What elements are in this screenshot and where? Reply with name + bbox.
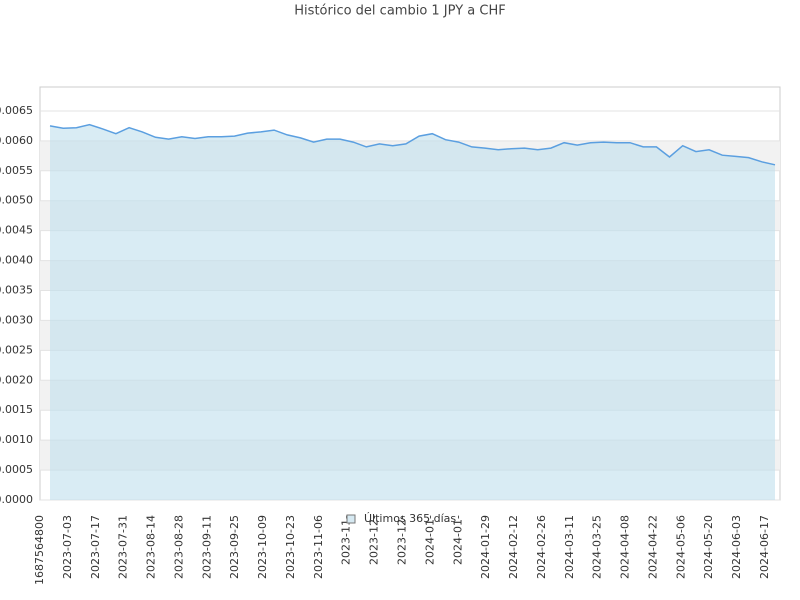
y-tick-label: 0.0065 <box>0 104 33 117</box>
x-tick-label: 2024-01- <box>451 515 464 565</box>
x-tick-label: 2023-12- <box>368 515 381 565</box>
x-tick-label: 2023-08-28 <box>172 515 185 579</box>
x-tick-label: 2024-06-17 <box>758 515 771 579</box>
y-tick-label: 0.0020 <box>0 373 33 386</box>
x-tick-label: 2023-11- <box>340 515 353 565</box>
y-tick-label: 0.0055 <box>0 164 33 177</box>
x-tick-label: 2024-01-29 <box>479 515 492 579</box>
y-tick-label: 0.0010 <box>0 433 33 446</box>
x-tick-label: 2024-04-22 <box>646 515 659 579</box>
y-tick-label: 0.0000 <box>0 493 33 506</box>
y-tick-label: 0.0050 <box>0 194 33 207</box>
x-tick-label: 2024-03-25 <box>591 515 604 579</box>
y-tick-label: 0.0005 <box>0 463 33 476</box>
x-tick-label: 2023-09-11 <box>200 515 213 579</box>
x-tick-label: 2024-03-11 <box>563 515 576 579</box>
x-tick-label: 2023-08-14 <box>145 515 158 579</box>
y-tick-label: 0.0030 <box>0 313 33 326</box>
chart-title: Histórico del cambio 1 JPY a CHF <box>294 4 505 19</box>
x-tick-label: 2023-07-31 <box>117 515 130 579</box>
x-tick-label: 2024-01- <box>423 515 436 565</box>
area <box>50 124 775 500</box>
x-tick-label: 2023-07-03 <box>61 515 74 579</box>
x-tick-label: 2024-05-06 <box>674 515 687 579</box>
legend-swatch <box>346 514 356 524</box>
line <box>49 123 776 166</box>
y-tick-label: 0.0060 <box>0 134 33 147</box>
y-tick-label: 0.0035 <box>0 284 33 297</box>
x-tick-label: 2023-10-23 <box>284 515 297 579</box>
x-tick-label: 2023-09-25 <box>228 515 241 579</box>
x-tick-label: 2023-12- <box>396 515 409 565</box>
x-tick-label: 2024-05-20 <box>702 515 715 579</box>
x-tick-label: 1687564800 <box>33 515 46 585</box>
x-tick-label: 2024-04-08 <box>619 515 632 579</box>
y-tick-label: 0.0015 <box>0 403 33 416</box>
y-tick-label: 0.0040 <box>0 254 33 267</box>
legend-label: Últimos 365 días <box>364 512 456 525</box>
x-tick-label: 2024-02-26 <box>535 515 548 579</box>
x-tick-label: 2023-07-17 <box>89 515 102 579</box>
x-tick-label: 2024-06-03 <box>730 515 743 579</box>
y-tick-label: 0.0025 <box>0 343 33 356</box>
y-tick-label: 0.0045 <box>0 224 33 237</box>
x-tick-label: 2024-02-12 <box>507 515 520 579</box>
x-tick-label: 2023-10-09 <box>256 515 269 579</box>
x-tick-label: 2023-11-06 <box>312 515 325 579</box>
